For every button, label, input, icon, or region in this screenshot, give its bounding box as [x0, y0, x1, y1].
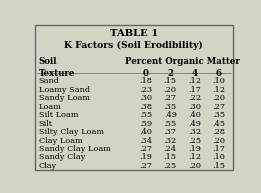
Text: Sandy Clay: Sandy Clay [39, 153, 85, 161]
Text: .49: .49 [164, 111, 177, 119]
Text: .12: .12 [212, 86, 225, 94]
Text: .20: .20 [164, 86, 177, 94]
Text: .34: .34 [139, 136, 152, 145]
Text: .18: .18 [139, 77, 152, 85]
Text: Texture: Texture [39, 69, 75, 78]
Text: .25: .25 [188, 136, 201, 145]
Text: .15: .15 [164, 153, 177, 161]
Text: .38: .38 [139, 103, 152, 111]
Text: Silt: Silt [39, 120, 53, 128]
Text: Sand: Sand [39, 77, 60, 85]
Text: 4: 4 [191, 69, 198, 78]
Text: .55: .55 [164, 120, 177, 128]
Text: .35: .35 [212, 111, 225, 119]
Text: .28: .28 [212, 128, 225, 136]
Text: .55: .55 [139, 111, 152, 119]
Text: Loam: Loam [39, 103, 62, 111]
Text: Silt Loam: Silt Loam [39, 111, 78, 119]
Text: Silty Clay Loam: Silty Clay Loam [39, 128, 104, 136]
Text: 6: 6 [216, 69, 222, 78]
Text: .19: .19 [188, 145, 201, 153]
Text: .40: .40 [139, 128, 152, 136]
Text: .20: .20 [212, 136, 225, 145]
Text: .49: .49 [188, 120, 201, 128]
Text: 0: 0 [143, 69, 149, 78]
Text: .20: .20 [188, 162, 201, 170]
Text: .30: .30 [139, 94, 152, 102]
Text: Loamy Sand: Loamy Sand [39, 86, 90, 94]
Text: Sandy Clay Loam: Sandy Clay Loam [39, 145, 111, 153]
Text: TABLE 1: TABLE 1 [110, 29, 158, 38]
Text: K Factors (Soil Erodibility): K Factors (Soil Erodibility) [64, 41, 203, 50]
Text: .32: .32 [164, 136, 177, 145]
Text: .59: .59 [139, 120, 152, 128]
Text: .10: .10 [212, 77, 225, 85]
Text: Soil: Soil [39, 57, 57, 66]
Text: 2: 2 [167, 69, 173, 78]
Text: .12: .12 [188, 153, 201, 161]
Text: Percent Organic Matter: Percent Organic Matter [125, 57, 240, 66]
Text: .27: .27 [139, 145, 152, 153]
Text: .25: .25 [164, 162, 177, 170]
Text: .37: .37 [164, 128, 177, 136]
Text: .15: .15 [212, 162, 225, 170]
Text: Sandy Loam: Sandy Loam [39, 94, 90, 102]
Text: .17: .17 [212, 145, 225, 153]
Text: .32: .32 [188, 128, 201, 136]
Text: .23: .23 [139, 86, 152, 94]
Text: .19: .19 [139, 153, 152, 161]
Text: .17: .17 [188, 86, 201, 94]
Text: Clay: Clay [39, 162, 57, 170]
Text: .22: .22 [188, 94, 201, 102]
Text: .24: .24 [164, 145, 177, 153]
Text: .20: .20 [212, 94, 225, 102]
Text: .27: .27 [212, 103, 225, 111]
Text: .10: .10 [212, 153, 225, 161]
Text: .30: .30 [188, 103, 201, 111]
Text: .27: .27 [139, 162, 152, 170]
Text: .27: .27 [164, 94, 177, 102]
Text: .40: .40 [188, 111, 201, 119]
Text: .12: .12 [188, 77, 201, 85]
Text: .45: .45 [212, 120, 225, 128]
Text: .15: .15 [164, 77, 177, 85]
Text: Clay Loam: Clay Loam [39, 136, 82, 145]
Text: .35: .35 [164, 103, 177, 111]
